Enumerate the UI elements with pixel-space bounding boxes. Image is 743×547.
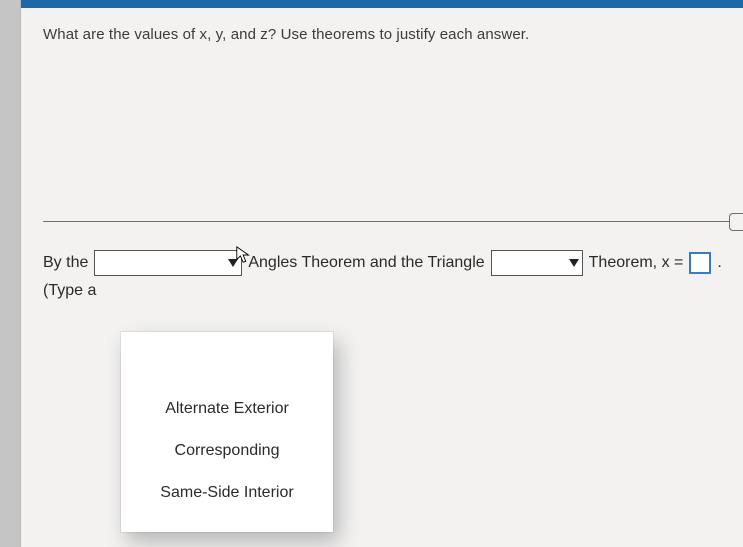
text-period: . [717, 254, 721, 272]
dropdown-option[interactable]: Corresponding [121, 430, 333, 472]
text-angles-theorem: Angles Theorem and the Triangle [248, 254, 484, 272]
triangle-theorem-select[interactable] [491, 250, 583, 276]
question-area: What are the values of x, y, and z? Use … [21, 8, 743, 221]
answer-hint: (Type a [43, 282, 731, 300]
text-theorem-x: Theorem, x = [589, 254, 684, 272]
top-accent-bar [21, 0, 743, 8]
chevron-down-icon [228, 259, 238, 267]
page-container: What are the values of x, y, and z? Use … [20, 0, 743, 547]
angles-theorem-dropdown: Alternate Exterior Corresponding Same-Si… [121, 332, 333, 532]
angles-theorem-select[interactable] [94, 250, 242, 276]
text-by-the: By the [43, 254, 88, 272]
chevron-down-icon [569, 259, 579, 267]
figure-placeholder [43, 43, 721, 213]
question-text: What are the values of x, y, and z? Use … [43, 26, 721, 43]
answer-area: By the Angles Theorem and the Triangle T… [21, 222, 743, 300]
dropdown-option[interactable]: Same-Side Interior [121, 472, 333, 514]
x-value-input[interactable] [689, 252, 711, 274]
answer-line-1: By the Angles Theorem and the Triangle T… [43, 250, 731, 276]
dropdown-option[interactable]: Alternate Exterior [121, 388, 333, 430]
